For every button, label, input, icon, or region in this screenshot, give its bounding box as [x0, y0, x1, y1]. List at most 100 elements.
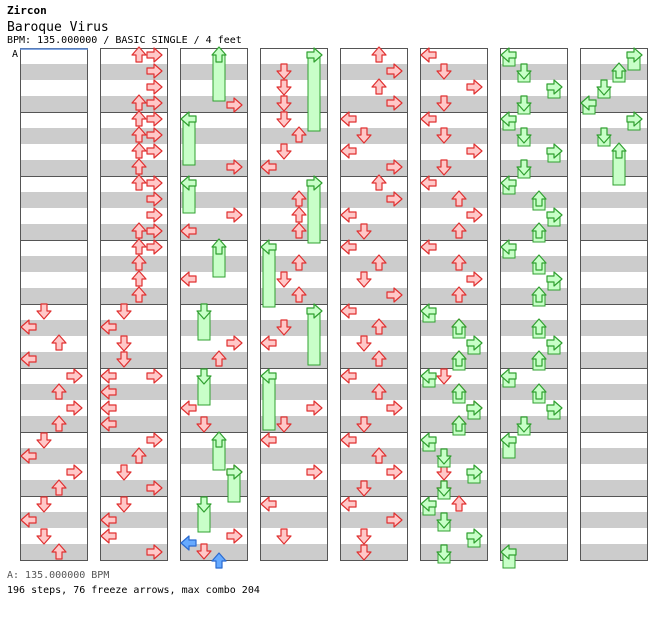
- freeze-arrow: [611, 62, 627, 83]
- tap-arrow: [276, 79, 292, 96]
- measure-box: [100, 496, 168, 561]
- tap-arrow: [356, 223, 372, 240]
- beat-stripe: [180, 224, 248, 240]
- beat-stripe: [20, 64, 88, 80]
- tap-arrow: [226, 159, 243, 175]
- tap-arrow: [131, 222, 147, 239]
- beat-stripe: [420, 96, 488, 112]
- tap-arrow: [51, 334, 67, 351]
- tap-arrow: [100, 528, 117, 544]
- freeze-arrow: [500, 544, 517, 569]
- tap-arrow: [371, 447, 387, 464]
- freeze-arrow: [531, 254, 547, 275]
- tap-arrow: [116, 496, 132, 513]
- freeze-arrow: [500, 111, 517, 131]
- tap-arrow: [386, 287, 403, 303]
- freeze-arrow: [420, 303, 437, 323]
- beat-stripe: [500, 64, 568, 80]
- beat-stripe: [180, 512, 248, 528]
- beat-stripe: [260, 128, 328, 144]
- beat-stripe: [20, 256, 88, 272]
- freeze-arrow: [580, 95, 597, 115]
- chart-stats: 196 steps, 76 freeze arrows, max combo 2…: [7, 585, 260, 596]
- freeze-arrow: [516, 127, 532, 147]
- freeze-arrow: [466, 400, 483, 420]
- beat-stripe: [580, 320, 648, 336]
- tap-arrow: [131, 238, 147, 255]
- beat-stripe: [580, 256, 648, 272]
- freeze-arrow: [451, 383, 467, 404]
- freeze-arrow: [226, 464, 243, 503]
- tap-arrow: [386, 400, 403, 416]
- tap-arrow: [451, 495, 467, 512]
- beat-stripe: [420, 192, 488, 208]
- beat-stripe: [180, 544, 248, 560]
- beat-stripe: [260, 256, 328, 272]
- tap-arrow: [340, 111, 357, 127]
- freeze-arrow: [436, 512, 452, 532]
- beat-stripe: [340, 480, 408, 496]
- freeze-arrow: [546, 271, 563, 291]
- song-title: Baroque Virus: [7, 20, 109, 35]
- tap-arrow: [436, 127, 452, 144]
- tap-arrow: [131, 286, 147, 303]
- beat-stripe: [500, 544, 568, 560]
- tap-arrow: [371, 383, 387, 400]
- tap-arrow: [36, 496, 52, 513]
- tap-arrow: [100, 384, 117, 400]
- beat-stripe: [420, 480, 488, 496]
- artist-name: Zircon: [7, 4, 47, 17]
- tap-arrow: [276, 63, 292, 80]
- tap-arrow: [276, 111, 292, 128]
- freeze-arrow: [451, 318, 467, 339]
- beat-stripe: [180, 288, 248, 304]
- tap-arrow: [340, 432, 357, 448]
- beat-stripe: [340, 544, 408, 560]
- beat-stripe: [20, 288, 88, 304]
- tap-arrow: [66, 464, 83, 480]
- beat-stripe: [100, 416, 168, 432]
- freeze-arrow: [516, 95, 532, 115]
- beat-stripe: [580, 448, 648, 464]
- chart-info: BPM: 135.000000 / BASIC SINGLE / 4 feet: [7, 35, 242, 46]
- beat-stripe: [580, 288, 648, 304]
- tap-arrow: [386, 63, 403, 79]
- tap-arrow: [260, 335, 277, 351]
- beat-stripe: [420, 64, 488, 80]
- freeze-arrow: [211, 238, 227, 278]
- beat-stripe: [260, 512, 328, 528]
- freeze-arrow: [260, 368, 277, 431]
- tap-arrow: [180, 271, 197, 287]
- tap-arrow: [116, 303, 132, 320]
- beat-stripe: [580, 224, 648, 240]
- bpm-marker-label: A: [12, 49, 18, 60]
- tap-arrow: [51, 415, 67, 432]
- tap-arrow: [226, 528, 243, 544]
- beat-stripe: [420, 224, 488, 240]
- beat-stripe: [180, 384, 248, 400]
- tap-arrow: [20, 512, 37, 528]
- tap-arrow: [146, 175, 163, 191]
- tap-arrow: [340, 239, 357, 255]
- freeze-arrow: [531, 190, 547, 211]
- tap-arrow: [386, 191, 403, 207]
- chart-column: [500, 48, 568, 561]
- beat-stripe: [100, 288, 168, 304]
- tap-arrow: [436, 63, 452, 80]
- tap-arrow: [116, 335, 132, 352]
- shock-arrow: [180, 535, 197, 551]
- tap-arrow: [226, 335, 243, 351]
- tap-arrow: [291, 206, 307, 223]
- tap-arrow: [116, 464, 132, 481]
- freeze-arrow: [196, 496, 212, 533]
- beat-stripe: [580, 128, 648, 144]
- beat-stripe: [340, 128, 408, 144]
- beat-stripe: [580, 416, 648, 432]
- freeze-arrow: [546, 400, 563, 420]
- freeze-arrow: [196, 368, 212, 406]
- tap-arrow: [420, 175, 437, 191]
- tap-arrow: [196, 543, 212, 560]
- tap-arrow: [386, 159, 403, 175]
- tap-arrow: [131, 447, 147, 464]
- tap-arrow: [211, 350, 227, 367]
